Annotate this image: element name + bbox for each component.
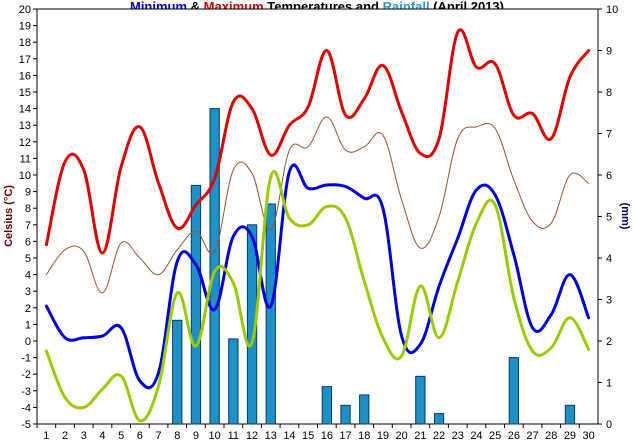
y-tick-label: 18	[19, 37, 31, 49]
x-tick-label: 4	[99, 430, 105, 442]
x-tick-label: 5	[118, 430, 124, 442]
y-tick-label: -5	[21, 419, 31, 431]
x-tick-label: 11	[228, 430, 239, 442]
y-tick-label: 15	[19, 87, 31, 99]
rainfall-bar-day-8	[172, 319, 183, 425]
y2-tick-label: 3	[606, 295, 612, 307]
y-tick-label: 6	[25, 236, 31, 248]
y2-tick-label: 0	[606, 419, 612, 431]
x-tick-label: 20	[396, 430, 408, 442]
y-tick-label: -4	[21, 402, 31, 414]
y-tick-label: 16	[19, 70, 31, 82]
y-tick-label: 5	[25, 253, 31, 265]
temperature-lines	[44, 28, 591, 423]
y-tick-label: 10	[19, 170, 31, 182]
x-tick-label: 3	[81, 430, 87, 442]
x-tick-label: 28	[545, 430, 557, 442]
rainfall-bar-day-21	[415, 375, 426, 425]
x-tick-label: 27	[526, 430, 538, 442]
y-tick-label: 0	[25, 336, 31, 348]
x-tick-label: 18	[358, 430, 370, 442]
series-line-min-y1-c	[44, 163, 591, 390]
x-tick-label: 15	[302, 430, 314, 442]
y2-tick-label: 10	[606, 4, 618, 16]
rainfall-bar-day-16	[321, 386, 333, 425]
rainfall-bar-day-18	[359, 394, 370, 425]
rainfall-bar-day-9	[190, 184, 202, 425]
y2-tick-label: 7	[606, 129, 612, 141]
y2-tick-label: 1	[606, 378, 612, 390]
y-tick-label: -3	[21, 386, 31, 398]
x-tick-label: 2	[62, 430, 68, 442]
y2-axis-title: (mm)	[619, 203, 631, 230]
y-tick-label: -1	[21, 353, 31, 365]
x-tick-label: 8	[174, 430, 180, 442]
y2-tick-label: 2	[606, 336, 612, 348]
y2-tick-label: 9	[606, 46, 612, 58]
x-tick-label: 22	[433, 430, 445, 442]
series-line-max-y1-c	[44, 28, 591, 255]
x-tick-label: 13	[265, 430, 277, 442]
y2-tick-label: 5	[606, 212, 612, 224]
rainfall-bar-day-26	[508, 357, 520, 425]
y-axis-title: Celsius (°C)	[3, 185, 15, 247]
x-tick-label: 6	[137, 430, 143, 442]
y-tick-label: 3	[25, 286, 31, 298]
y-tick-label: 17	[19, 54, 31, 66]
y2-tick-label: 8	[606, 87, 612, 99]
y-tick-label: -2	[21, 369, 31, 381]
x-tick-label: 12	[246, 430, 258, 442]
y-tick-label: 11	[20, 153, 31, 165]
y-tick-label: 12	[19, 137, 31, 149]
x-tick-label: 19	[377, 430, 389, 442]
y-tick-label: 9	[25, 187, 31, 199]
x-tick-label: 16	[321, 430, 333, 442]
y-tick-label: 4	[25, 270, 31, 282]
x-tick-label: 25	[489, 430, 501, 442]
x-tick-label: 30	[583, 430, 595, 442]
x-tick-label: 10	[209, 430, 221, 442]
x-tick-label: 21	[414, 430, 426, 442]
y2-tick-label: 4	[606, 253, 612, 265]
rainfall-bar-day-11	[228, 338, 239, 425]
y-tick-label: 2	[25, 303, 31, 315]
x-tick-label: 7	[155, 430, 161, 442]
y-tick-label: 7	[25, 220, 31, 232]
x-tick-label: 24	[470, 430, 482, 442]
y-tick-label: 20	[19, 4, 31, 16]
series-line-mean-y1-c	[45, 116, 590, 294]
x-tick-label: 1	[43, 430, 49, 442]
y-tick-label: 1	[25, 319, 31, 331]
y-tick-label: 14	[19, 104, 31, 116]
rainfall-bar-day-17	[340, 404, 351, 425]
rainfall-bar-day-29	[564, 404, 576, 425]
x-tick-label: 23	[452, 430, 464, 442]
x-tick-label: 17	[339, 430, 351, 442]
y-tick-label: 19	[19, 21, 31, 33]
x-tick-label: 26	[508, 430, 520, 442]
x-tick-label: 29	[564, 430, 576, 442]
series-line-grass-min-y1-c	[44, 170, 591, 423]
y-tick-label: 8	[25, 203, 31, 215]
rainfall-bar-day-13	[265, 203, 276, 425]
x-tick-label: 14	[283, 430, 295, 442]
y-tick-label: 13	[19, 120, 31, 132]
rainfall-bar-day-22	[433, 413, 445, 425]
axes: -5-4-3-2-1012345678910111213141516171819…	[19, 4, 619, 442]
x-tick-label: 9	[193, 430, 199, 442]
rainfall-bars	[172, 108, 576, 425]
y2-tick-label: 6	[606, 170, 612, 182]
